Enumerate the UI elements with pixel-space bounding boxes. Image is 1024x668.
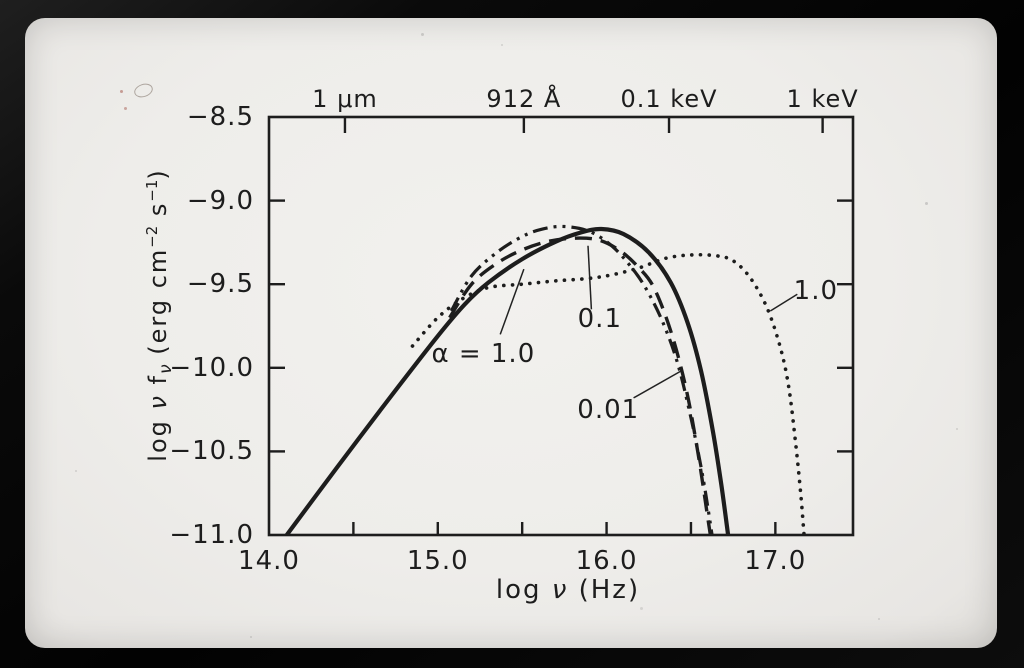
y-tick-label: −11.0 — [169, 520, 254, 550]
x-axis-label: log ν (Hz) — [495, 575, 641, 605]
dust-speck — [124, 107, 127, 110]
curve-long-dash — [448, 236, 713, 535]
dust-speck — [640, 607, 643, 610]
dust-speck — [421, 33, 424, 36]
y-tick-label: −10.5 — [169, 436, 254, 467]
dust-speck — [501, 44, 503, 46]
x-tick-label: 14.0 — [238, 546, 300, 576]
y-tick-label: −8.5 — [186, 102, 254, 132]
dust-speck — [925, 202, 928, 205]
curve-annotation: 0.01 — [577, 394, 640, 425]
y-tick-label: −9.5 — [186, 269, 254, 300]
dust-speck — [250, 636, 252, 638]
photo-slide — [25, 18, 997, 648]
x-tick-label: 16.0 — [575, 546, 638, 576]
curve-annotation: 1.0 — [793, 275, 839, 306]
curve-solid — [285, 226, 731, 535]
x-tick-label: 17.0 — [744, 546, 807, 576]
dust-speck — [120, 90, 123, 93]
curve-annotation: 0.1 — [577, 304, 622, 335]
wavelength-tick-label: 912 Å — [486, 85, 562, 113]
dust-speck — [75, 470, 77, 472]
y-axis-label: log ν fν (erg cm−2 s−1) — [142, 168, 176, 462]
dust-speck — [878, 618, 880, 620]
wavelength-tick-label: 0.1 keV — [620, 85, 718, 113]
y-tick-label: −10.0 — [169, 352, 254, 383]
dust-speck — [956, 428, 958, 430]
curve-dash-dot-dot — [449, 224, 714, 535]
x-tick-label: 15.0 — [406, 546, 469, 576]
curve-annotation: α = 1.0 — [431, 339, 536, 370]
y-tick-label: −9.0 — [186, 185, 254, 216]
wavelength-tick-label: 1 keV — [786, 85, 859, 113]
wavelength-tick-label: 1 μm — [312, 85, 378, 113]
